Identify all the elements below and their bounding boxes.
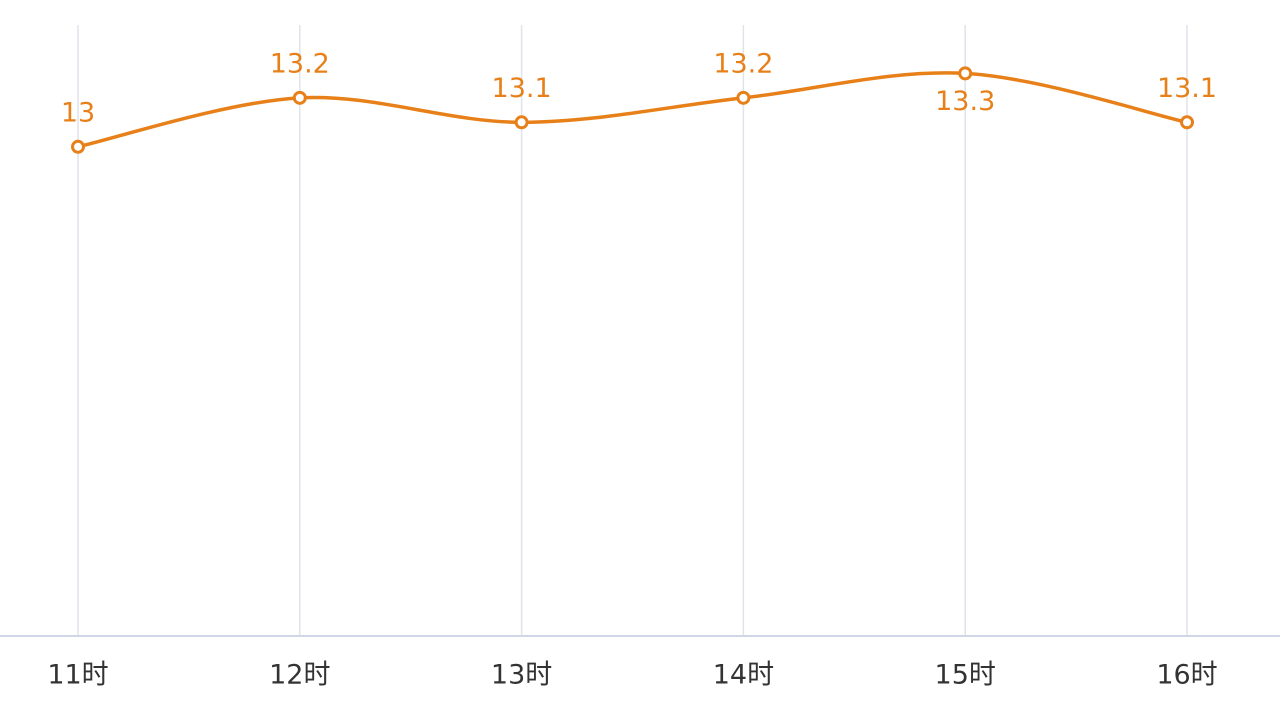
point	[514, 115, 529, 130]
line	[77, 71, 1188, 149]
point	[1180, 115, 1194, 130]
x-tick-label: 15时	[935, 660, 996, 691]
value-label: 13.2	[270, 48, 330, 79]
x-tick-label: 11时	[47, 660, 108, 691]
value-label: 13	[61, 97, 95, 128]
point	[736, 90, 751, 105]
x-tick-label: 14时	[713, 660, 774, 691]
point	[71, 139, 85, 154]
value-label: 13.1	[492, 73, 552, 104]
x-tick-label: 12时	[269, 660, 330, 691]
x-tick-label: 13时	[491, 660, 552, 691]
point	[958, 66, 973, 81]
value-label: 13.3	[935, 86, 995, 117]
x-tick-label: 16时	[1156, 660, 1217, 691]
value-label: 13.2	[713, 48, 773, 79]
point	[292, 90, 307, 105]
value-label: 13.1	[1157, 73, 1217, 104]
